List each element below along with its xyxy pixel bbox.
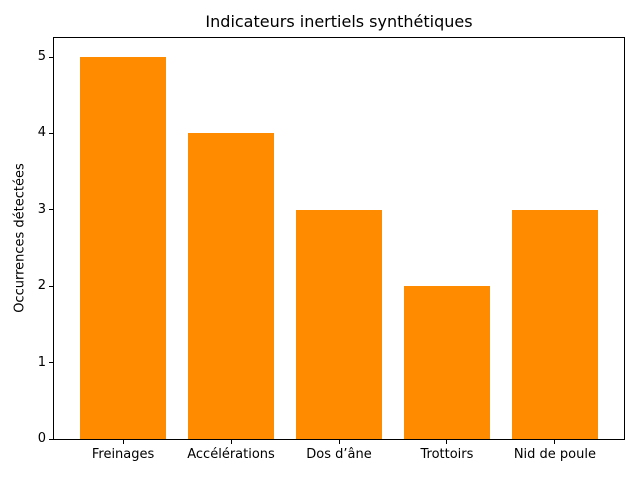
x-tick-label: Dos d’âne: [306, 447, 372, 462]
x-tick-mark: [446, 440, 448, 444]
y-tick-label: 2: [37, 278, 46, 294]
y-tick-label: 5: [37, 49, 46, 65]
y-tick-mark: [49, 285, 53, 287]
bar-Accélérations: [187, 133, 275, 439]
y-tick-mark: [49, 56, 53, 58]
x-tick-label: Trottoirs: [420, 447, 474, 462]
x-tick-label: Freinages: [91, 447, 155, 462]
bar-Dos d’âne: [295, 209, 383, 439]
x-tick-mark: [338, 440, 340, 444]
x-tick-label: Nid de poule: [513, 447, 596, 462]
y-tick-label: 0: [37, 431, 46, 446]
plot-area: [53, 37, 625, 440]
y-tick-label: 1: [37, 354, 46, 370]
x-tick-label: Accélérations: [187, 447, 275, 462]
bar-Trottoirs: [403, 286, 491, 439]
y-tick-mark: [49, 362, 53, 364]
y-tick-mark: [49, 438, 53, 440]
x-tick-mark: [122, 440, 124, 444]
y-tick-mark: [49, 209, 53, 211]
chart-title: Indicateurs inertiels synthétiques: [205, 12, 473, 31]
x-tick-mark: [230, 440, 232, 444]
x-tick-mark: [554, 440, 556, 444]
bar-Nid de poule: [511, 209, 599, 439]
y-tick-label: 4: [37, 125, 46, 141]
bar-Freinages: [79, 57, 167, 439]
y-tick-mark: [49, 132, 53, 134]
y-tick-label: 3: [37, 201, 46, 217]
